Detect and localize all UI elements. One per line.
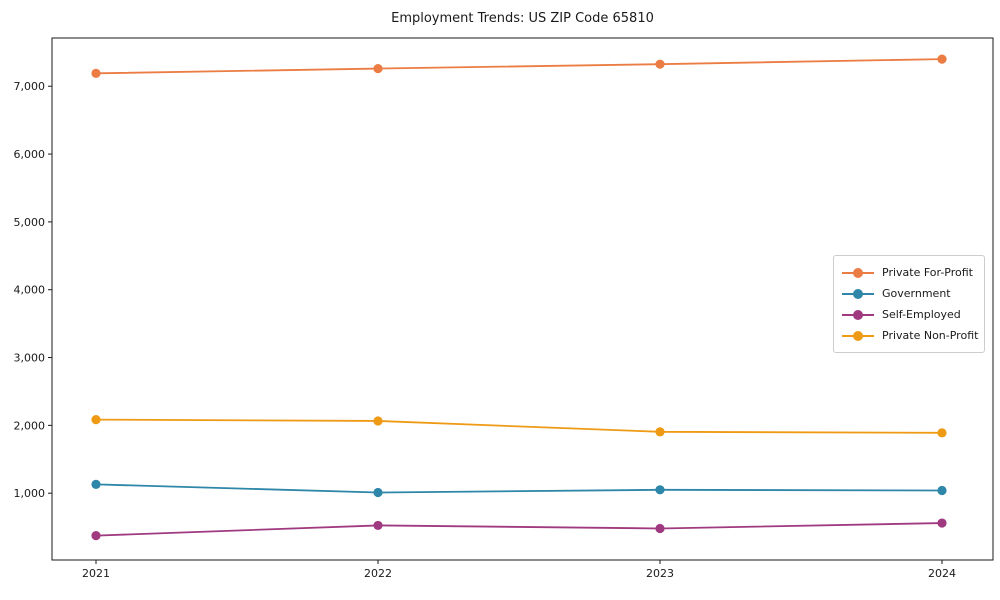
legend-item: Self-Employed [842,304,976,325]
y-tick-label: 6,000 [14,148,46,161]
data-point-marker [655,59,665,69]
chart-title: Employment Trends: US ZIP Code 65810 [391,11,654,26]
legend-line-marker-icon [842,330,874,341]
legend-item: Private Non-Profit [842,325,979,346]
data-point-marker [373,63,383,74]
legend-item: Government [842,283,976,304]
legend-line-marker-icon [842,288,874,299]
legend-label: Self-Employed [882,308,961,321]
x-tick-label: 2023 [646,567,674,580]
y-tick-label: 5,000 [14,216,46,229]
legend-label: Government [882,287,951,300]
legend-line-marker-icon [842,309,874,320]
series-line [95,418,943,434]
series-line [95,522,943,537]
axes-box [51,37,994,561]
y-tick-label: 4,000 [14,284,46,297]
y-tick-label: 2,000 [14,419,46,432]
x-tick-label: 2022 [364,567,392,580]
data-point-marker [655,427,665,437]
y-tick-label: 7,000 [14,80,46,93]
data-point-marker [937,485,947,496]
data-point-marker [91,530,101,541]
series-line [95,58,943,75]
legend-line-marker-icon [842,267,874,278]
data-point-marker [937,518,947,528]
data-point-marker [91,415,101,425]
legend-item: Private For-Profit [842,262,976,283]
legend: Private For-Profit Government Self-Employe… [833,255,985,353]
data-point-marker [91,68,101,78]
data-point-marker [655,485,665,495]
data-point-marker [373,487,383,498]
x-tick-label: 2021 [82,567,110,580]
data-point-marker [937,54,947,64]
data-point-marker [373,416,383,426]
y-tick-label: 3,000 [14,352,46,365]
data-point-marker [91,479,101,489]
series-line [95,483,943,494]
data-point-marker [937,428,947,438]
data-point-marker [655,523,665,534]
data-point-marker [373,520,383,531]
x-tick-label: 2024 [928,567,956,580]
y-tick-label: 1,000 [14,487,46,500]
legend-label: Private For-Profit [882,266,973,279]
legend-label: Private Non-Profit [882,329,979,342]
